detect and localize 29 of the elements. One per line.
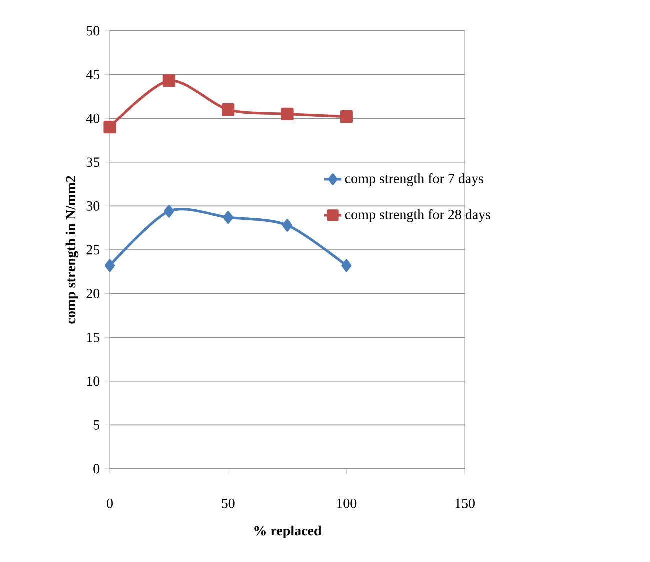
point bbox=[223, 211, 234, 224]
x-axis-title: % replaced bbox=[254, 526, 322, 539]
y-tick-label: 20 bbox=[86, 289, 100, 299]
y-tick-label: 50 bbox=[86, 26, 100, 36]
point bbox=[164, 205, 174, 218]
legend-label: comp strength for 7 days bbox=[345, 173, 484, 186]
y-tick-label: 5 bbox=[94, 420, 100, 430]
x-tick-label: 0 bbox=[107, 498, 113, 508]
y-tick-label: 30 bbox=[86, 201, 100, 211]
y-tick-label: 45 bbox=[86, 70, 100, 80]
y-tick-label: 10 bbox=[87, 376, 100, 386]
legend-label: comp strength for 28 days bbox=[345, 209, 491, 222]
point bbox=[342, 259, 352, 272]
y-tick-label: 0 bbox=[94, 464, 100, 474]
y-axis-title: comp strength in N/mm2 bbox=[66, 176, 79, 324]
point bbox=[340, 110, 353, 124]
point bbox=[104, 259, 116, 272]
point bbox=[162, 74, 176, 88]
point bbox=[104, 121, 116, 134]
point bbox=[222, 104, 235, 116]
y-tick-label: 35 bbox=[86, 158, 100, 168]
point bbox=[282, 219, 293, 232]
y-tick-label: 25 bbox=[86, 245, 100, 255]
y-tick-label: 15 bbox=[87, 332, 100, 342]
point bbox=[281, 108, 294, 121]
x-tick-label: 50 bbox=[222, 498, 235, 508]
x-tick-label: 100 bbox=[337, 498, 357, 508]
y-tick-label: 40 bbox=[86, 114, 100, 124]
x-tick-label: 150 bbox=[456, 498, 475, 508]
